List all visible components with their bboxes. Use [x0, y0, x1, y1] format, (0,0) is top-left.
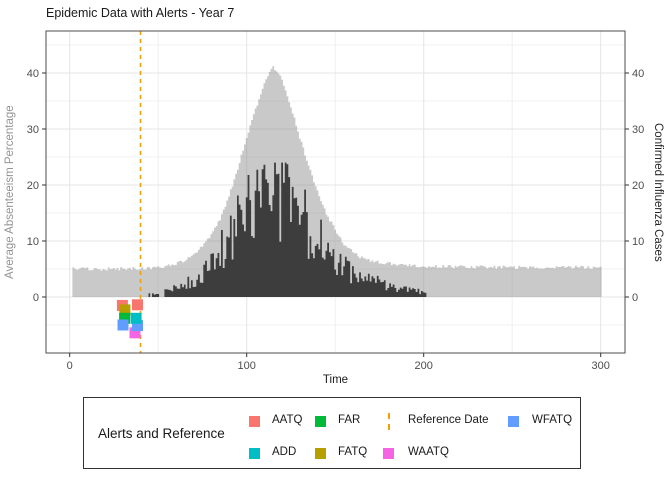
legend-label-reference-date: Reference Date: [408, 414, 489, 426]
legend-label-fatq: FATQ: [338, 446, 368, 458]
x-tick-label: 0: [67, 360, 73, 372]
y-right-tick-label: 0: [632, 292, 638, 304]
alert-marker-wfatq: [117, 319, 129, 331]
legend-key-swatch-add: [249, 448, 260, 459]
x-tick-label: 100: [238, 360, 256, 372]
legend-label-waatq: WAATQ: [408, 446, 449, 458]
y-right-tick-label: 30: [632, 124, 644, 136]
legend-label-add: ADD: [272, 446, 297, 458]
y-left-tick-label: 0: [33, 292, 39, 304]
area-influenza-cases: [148, 162, 429, 297]
legend-key-swatch-waatq: [383, 448, 394, 459]
legend-label-aatq: AATQ: [272, 414, 303, 426]
legend-key-swatch-far: [315, 416, 326, 427]
y-left-tick-label: 30: [27, 124, 39, 136]
legend-box: Alerts and Reference AATQ ADD FAR FATQ Refer…: [83, 397, 581, 469]
chart-title: Epidemic Data with Alerts - Year 7: [46, 6, 235, 20]
legend-label-wfatq: WFATQ: [532, 414, 573, 426]
legend-label-far: FAR: [338, 414, 361, 426]
y-left-tick-label: 40: [27, 68, 39, 80]
x-axis-title: Time: [322, 374, 349, 386]
y-left-tick-label: 10: [27, 236, 39, 248]
x-tick-label: 200: [415, 360, 433, 372]
alert-marker-aatq: [132, 299, 143, 311]
alert-marker-waatq: [129, 327, 141, 339]
area-absenteeism: [72, 66, 602, 297]
alert-marker-wfatq: [132, 320, 143, 332]
alert-marker-far: [119, 312, 131, 324]
legend-title: Alerts and Reference: [98, 425, 225, 441]
y-right-tick-label: 20: [632, 180, 644, 192]
legend-key-dashed-line-icon: [388, 413, 390, 430]
panel-border: [45, 30, 626, 354]
legend-key-swatch-aatq: [249, 416, 260, 427]
y-left-tick-label: 20: [27, 180, 39, 192]
y-right-tick-label: 10: [632, 236, 644, 248]
legend-key-swatch-fatq: [315, 448, 326, 459]
alert-marker-add: [130, 312, 142, 324]
x-tick-label: 300: [592, 360, 610, 372]
y-right-tick-label: 40: [632, 68, 644, 80]
legend-key-swatch-wfatq: [508, 416, 519, 427]
right-axis-title: Confirmed Influenza Cases: [652, 122, 664, 262]
alert-marker-fatq: [119, 304, 131, 316]
